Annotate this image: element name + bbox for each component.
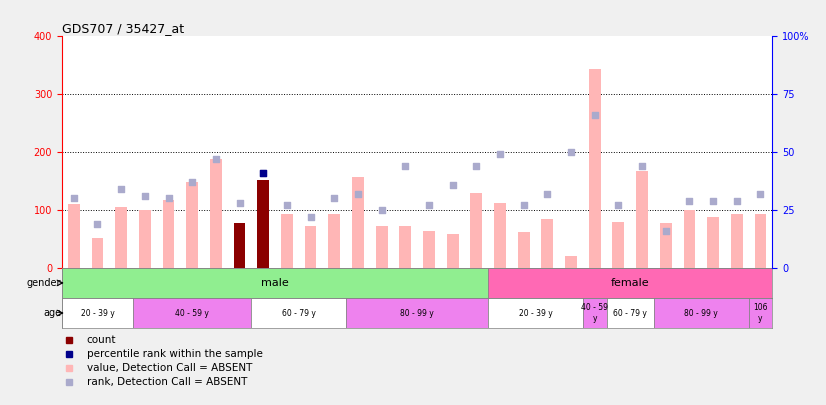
- Point: [115, 186, 128, 192]
- Point: [422, 202, 435, 209]
- Text: 20 - 39 y: 20 - 39 y: [81, 309, 114, 318]
- Point: [257, 170, 270, 176]
- Text: male: male: [261, 278, 289, 288]
- Bar: [471, 193, 482, 268]
- Bar: [210, 159, 221, 268]
- Bar: [654, 298, 748, 328]
- Point: [304, 214, 317, 220]
- Text: 106
y: 106 y: [753, 303, 767, 323]
- Bar: [494, 203, 506, 268]
- Point: [683, 198, 696, 204]
- Bar: [352, 177, 364, 268]
- Text: 40 - 59
y: 40 - 59 y: [582, 303, 608, 323]
- Point: [730, 198, 743, 204]
- Text: percentile rank within the sample: percentile rank within the sample: [87, 349, 263, 359]
- Bar: [583, 298, 606, 328]
- Bar: [542, 219, 553, 268]
- Point: [470, 163, 483, 169]
- Point: [186, 179, 199, 185]
- Bar: [447, 234, 458, 268]
- Bar: [565, 256, 577, 268]
- Text: 80 - 99 y: 80 - 99 y: [401, 309, 434, 318]
- Point: [659, 228, 672, 234]
- Bar: [251, 298, 346, 328]
- Point: [375, 207, 388, 213]
- Bar: [748, 298, 772, 328]
- Point: [612, 202, 625, 209]
- Bar: [258, 180, 269, 268]
- Point: [399, 163, 412, 169]
- Point: [328, 195, 341, 202]
- Point: [257, 170, 270, 176]
- Text: count: count: [87, 335, 116, 345]
- Bar: [139, 210, 151, 268]
- Bar: [684, 210, 695, 268]
- Bar: [92, 238, 103, 268]
- Point: [67, 195, 80, 202]
- Bar: [133, 298, 251, 328]
- Point: [209, 156, 222, 162]
- Bar: [755, 214, 767, 268]
- Bar: [518, 232, 529, 268]
- Text: gender: gender: [27, 278, 61, 288]
- Bar: [613, 222, 624, 268]
- Point: [446, 181, 459, 188]
- Text: value, Detection Call = ABSENT: value, Detection Call = ABSENT: [87, 363, 252, 373]
- Bar: [423, 231, 435, 268]
- Text: 40 - 59 y: 40 - 59 y: [175, 309, 209, 318]
- Text: female: female: [611, 278, 649, 288]
- Bar: [329, 214, 340, 268]
- Point: [635, 163, 648, 169]
- Bar: [187, 182, 198, 268]
- Bar: [258, 180, 269, 268]
- Text: age: age: [43, 308, 61, 318]
- Bar: [400, 226, 411, 268]
- Bar: [68, 204, 79, 268]
- Point: [706, 198, 719, 204]
- Bar: [488, 268, 772, 298]
- Bar: [589, 69, 601, 268]
- Bar: [346, 298, 488, 328]
- Bar: [606, 298, 654, 328]
- Bar: [636, 171, 648, 268]
- Point: [138, 193, 151, 199]
- Bar: [376, 226, 387, 268]
- Point: [233, 200, 246, 206]
- Bar: [707, 217, 719, 268]
- Bar: [731, 214, 743, 268]
- Bar: [660, 223, 672, 268]
- Text: 20 - 39 y: 20 - 39 y: [519, 309, 553, 318]
- Point: [493, 151, 506, 158]
- Point: [91, 221, 104, 227]
- Text: 60 - 79 y: 60 - 79 y: [282, 309, 316, 318]
- Text: rank, Detection Call = ABSENT: rank, Detection Call = ABSENT: [87, 377, 247, 388]
- Bar: [62, 268, 488, 298]
- Point: [541, 191, 554, 197]
- Bar: [488, 298, 583, 328]
- Point: [754, 191, 767, 197]
- Bar: [281, 214, 293, 268]
- Point: [564, 149, 577, 156]
- Point: [351, 191, 364, 197]
- Bar: [234, 223, 245, 268]
- Point: [280, 202, 293, 209]
- Text: GDS707 / 35427_at: GDS707 / 35427_at: [62, 22, 184, 35]
- Point: [517, 202, 530, 209]
- Bar: [62, 298, 133, 328]
- Point: [588, 112, 601, 118]
- Point: [162, 195, 175, 202]
- Bar: [305, 226, 316, 268]
- Text: 80 - 99 y: 80 - 99 y: [685, 309, 718, 318]
- Bar: [234, 223, 245, 268]
- Text: 60 - 79 y: 60 - 79 y: [613, 309, 648, 318]
- Bar: [163, 200, 174, 268]
- Bar: [116, 207, 127, 268]
